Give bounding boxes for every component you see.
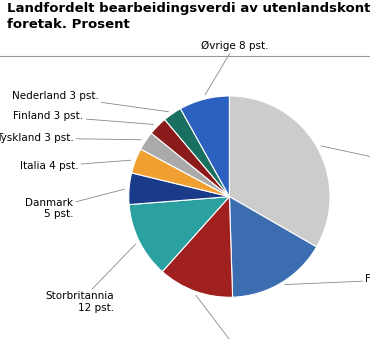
Text: Danmark
5 pst.: Danmark 5 pst. <box>26 189 124 219</box>
Wedge shape <box>181 96 229 197</box>
Text: Finland 3 pst.: Finland 3 pst. <box>13 111 154 124</box>
Text: Storbritannia
12 pst.: Storbritannia 12 pst. <box>45 244 135 313</box>
Wedge shape <box>151 120 229 197</box>
Text: Tyskland 3 pst.: Tyskland 3 pst. <box>0 133 141 143</box>
Wedge shape <box>229 96 330 247</box>
Wedge shape <box>129 197 229 272</box>
Wedge shape <box>141 133 229 197</box>
Wedge shape <box>165 109 229 197</box>
Text: Italia 4 pst.: Italia 4 pst. <box>20 160 131 172</box>
Wedge shape <box>129 173 229 205</box>
Text: Nederland 3 pst.: Nederland 3 pst. <box>12 91 168 112</box>
Text: USA 33 pst.: USA 33 pst. <box>321 146 370 172</box>
Wedge shape <box>162 197 233 297</box>
Wedge shape <box>229 197 317 297</box>
Wedge shape <box>132 149 229 197</box>
Text: Sverige
12 pst.: Sverige 12 pst. <box>196 295 267 339</box>
Text: Landfordelt bearbeidingsverdi av utenlandskontrollerte
foretak. Prosent: Landfordelt bearbeidingsverdi av utenlan… <box>7 2 370 31</box>
Text: Øvrige 8 pst.: Øvrige 8 pst. <box>201 40 268 95</box>
Text: Frankrike 16 pst.: Frankrike 16 pst. <box>285 274 370 284</box>
